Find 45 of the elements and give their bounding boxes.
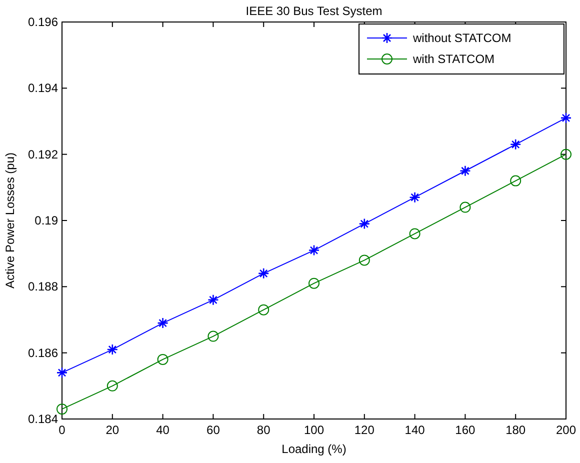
point (560, 148, 572, 160)
y-tick-label: 0.192 (28, 147, 58, 162)
point (258, 268, 270, 280)
x-tick-label: 60 (206, 423, 220, 437)
point (308, 278, 320, 289)
legend-label: with STATCOM (412, 52, 495, 66)
x-tick-label: 20 (106, 423, 120, 437)
point (157, 354, 168, 365)
y-axis-title: Active Power Losses (pu) (3, 152, 17, 289)
x-tick-label: 140 (404, 423, 426, 437)
x-tick-label: 80 (256, 423, 271, 437)
point (106, 380, 118, 392)
x-tick-label: 200 (556, 423, 576, 437)
point (510, 175, 522, 186)
point (460, 165, 471, 177)
point (358, 254, 370, 266)
point (409, 192, 420, 203)
point (560, 112, 572, 124)
x-tick-label: 120 (354, 423, 375, 437)
x-tick-label: 180 (506, 423, 526, 437)
point (258, 304, 270, 316)
point (56, 367, 68, 378)
x-tick-label: 40 (156, 423, 170, 437)
x-tick-label: 160 (455, 423, 476, 437)
x-tick-label: 0 (58, 423, 66, 437)
point (409, 228, 420, 240)
point (56, 404, 68, 415)
point (510, 138, 522, 150)
point (208, 330, 219, 342)
point (208, 294, 219, 306)
y-tick-label: 0.19 (34, 214, 58, 228)
point (460, 202, 471, 213)
y-tick-label: 0.188 (28, 280, 58, 294)
y-tick-label: 0.186 (28, 346, 58, 360)
point (106, 344, 118, 356)
y-tick-label: 0.184 (28, 412, 58, 426)
y-tick-label: 0.194 (28, 81, 58, 96)
chart-title: IEEE 30 Bus Test System (246, 4, 382, 18)
point (157, 317, 168, 329)
x-tick-label: 100 (304, 423, 324, 437)
legend-label: without STATCOM (412, 31, 512, 45)
y-tick-label: 0.196 (28, 15, 58, 29)
x-axis-title: Loading (%) (282, 442, 346, 456)
point (308, 244, 320, 256)
point (358, 218, 370, 230)
